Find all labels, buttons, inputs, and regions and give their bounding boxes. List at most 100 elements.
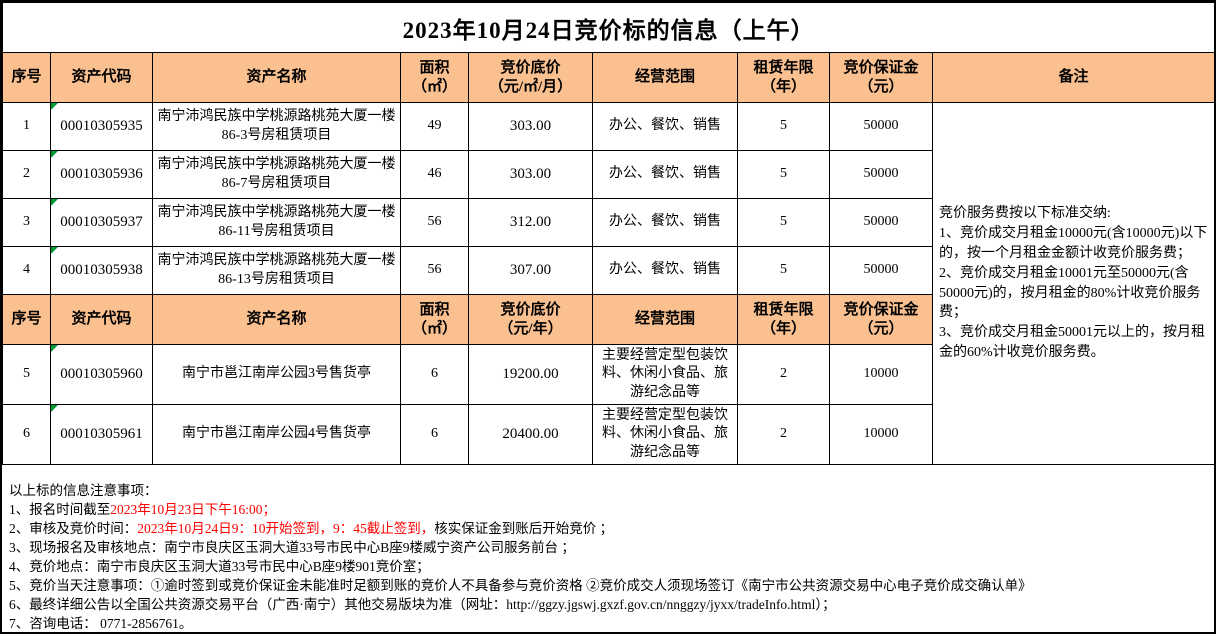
floor-price-cell: 20400.00 [468, 404, 593, 465]
deposit-cell: 50000 [829, 150, 933, 199]
row-number-cell: 5 [2, 344, 51, 405]
asset-name-cell: 南宁沛鸿民族中学桃源路桃苑大厦一楼86-7号房租赁项目 [152, 150, 401, 199]
cell-text: 5 [23, 366, 30, 382]
cell-text: 10000 [863, 426, 899, 442]
table-row: 2 00010305936 南宁沛鸿民族中学桃源路桃苑大厦一楼86-7号房租赁项目 4… [2, 150, 1215, 199]
floor-price-cell: 303.00 [468, 102, 593, 151]
cell-text: 312.00 [509, 213, 552, 230]
cell-text: 00010305936 [60, 165, 143, 182]
t1-col-header-1: 序号 [2, 52, 51, 103]
notes-section: 以上标的信息注意事项： 1、报名时间截至2023年10月23日下午16:00； 2… [2, 465, 1214, 632]
cell-text: 2 [780, 366, 787, 382]
deposit-cell: 10000 [829, 344, 933, 405]
table-row: 1 00010305935 南宁沛鸿民族中学桃源路桃苑大厦一楼86-3号房租赁项目 4… [2, 102, 1214, 465]
t2-col-header-8: 竞价保证金 （元） [829, 294, 933, 345]
cell-text: 主要经营定型包装饮料、休闲小食品、旅游纪念品等 [602, 348, 728, 400]
deposit-cell: 50000 [829, 198, 933, 247]
cell-text: 56 [427, 214, 442, 230]
asset-name-cell: 南宁沛鸿民族中学桃源路桃苑大厦一楼86-13号房租赁项目 [152, 246, 401, 295]
note-text: 1、报名时间截至 [9, 502, 111, 517]
business-scope-cell: 办公、餐饮、销售 [592, 246, 738, 295]
t1-col-header-8: 竞价保证金 （元） [829, 52, 933, 103]
deposit-cell: 50000 [829, 102, 933, 151]
lease-term-cell: 5 [737, 246, 830, 295]
t1-col-header-3: 资产名称 [152, 52, 401, 103]
cell-text: 20400.00 [502, 425, 559, 442]
t2-col-header-7: 租赁年限 （年） [737, 294, 830, 345]
cell-text: 303.00 [509, 165, 552, 182]
note-text: 7、咨询电话： 0771-2856761。 [9, 616, 193, 631]
note-text: 2、审核及竞价时间： [9, 521, 138, 536]
cell-text: 6 [431, 366, 438, 382]
remark-cell: 竞价服务费按以下标准交纳: 1、竞价成交月租金10000元(含10000元)以下… [931, 102, 1214, 465]
note-line-7: 7、咨询电话： 0771-2856761。 [9, 614, 1206, 632]
cell-text: 5 [780, 166, 787, 182]
t1-col-header-5: 竞价底价 （元/㎡/月） [468, 52, 593, 103]
note-text: 3、现场报名及审核地点：南宁市良庆区玉洞大道33号市民中心B座9楼威宁资产公司服… [9, 540, 575, 555]
cell-text: 307.00 [509, 261, 552, 278]
floor-price-cell: 19200.00 [468, 344, 593, 405]
t2-col-header-6: 经营范围 [592, 294, 738, 345]
cell-text: 6 [431, 426, 438, 442]
row-number-cell: 1 [2, 102, 51, 151]
business-scope-cell: 办公、餐饮、销售 [592, 102, 738, 151]
cell-text: 303.00 [509, 117, 552, 134]
cell-text: 南宁沛鸿民族中学桃源路桃苑大厦一楼86-13号房租赁项目 [157, 253, 396, 287]
t1-col-header-9: 备注 [931, 52, 1214, 103]
area-cell: 6 [400, 404, 469, 465]
t2-col-header-3: 资产名称 [152, 294, 401, 345]
note-text: 6、最终详细公告以全国公共资源交易平台（广西·南宁）其他交易版块为准（网址：ht… [9, 597, 836, 612]
cell-text: 5 [780, 118, 787, 134]
title-row: 2023年10月24日竞价标的信息（上午） [2, 2, 1214, 53]
t1-col-header-2: 资产代码 [50, 52, 153, 103]
table2-header-row: 序号 资产代码 资产名称 面积 （㎡） 竞价底价 （元/年） 经营范围 租赁年限 （年） 竞价… [2, 294, 1215, 345]
cell-error-flag-icon [51, 199, 58, 206]
business-scope-cell: 办公、餐饮、销售 [592, 150, 738, 199]
note-line-1: 1、报名时间截至2023年10月23日下午16:00； [9, 500, 1206, 519]
cell-error-flag-icon [51, 151, 58, 158]
table1-header-row: 序号 资产代码 资产名称 面积 （㎡） 竞价底价 （元/㎡/月） 经营范围 租赁年限 （年）… [2, 52, 1214, 103]
asset-name-cell: 南宁市邕江南岸公园4号售货亭 [152, 404, 401, 465]
asset-code-cell: 00010305936 [50, 150, 153, 199]
note-line-4: 4、竞价地点：南宁市良庆区玉洞大道33号市民中心B座9楼901竞价室； [9, 557, 1206, 576]
asset-code-cell: 00010305938 [50, 246, 153, 295]
cell-text: 00010305960 [60, 365, 143, 382]
asset-code-cell: 00010305961 [50, 404, 153, 465]
business-scope-cell: 主要经营定型包装饮料、休闲小食品、旅游纪念品等 [592, 404, 738, 465]
cell-text: 50000 [863, 166, 899, 182]
t2-col-header-5: 竞价底价 （元/年） [468, 294, 593, 345]
row-number-cell: 6 [2, 404, 51, 465]
note-highlight-text: 2023年10月23日下午16:00； [110, 502, 277, 517]
cell-text: 19200.00 [502, 365, 559, 382]
area-cell: 46 [400, 150, 469, 199]
cell-text: 2 [780, 426, 787, 442]
lease-term-cell: 5 [737, 198, 830, 247]
area-cell: 49 [400, 102, 469, 151]
lease-term-cell: 2 [737, 344, 830, 405]
lease-term-cell: 5 [737, 102, 830, 151]
cell-error-flag-icon [51, 345, 58, 352]
cell-text: 南宁沛鸿民族中学桃源路桃苑大厦一楼86-3号房租赁项目 [157, 109, 396, 143]
t2-col-header-4: 面积 （㎡） [400, 294, 469, 345]
cell-text: 00010305961 [60, 425, 143, 442]
cell-text: 00010305935 [60, 117, 143, 134]
bid-table: 2023年10月24日竞价标的信息（上午） 序号 资产代码 资产名称 面积 （㎡） 竞价… [2, 2, 1215, 465]
cell-text: 1 [23, 118, 30, 134]
asset-name-cell: 南宁市邕江南岸公园3号售货亭 [152, 344, 401, 405]
t1-col-header-6: 经营范围 [592, 52, 738, 103]
cell-text: 南宁市邕江南岸公园4号售货亭 [182, 426, 371, 442]
cell-text: 南宁沛鸿民族中学桃源路桃苑大厦一楼86-7号房租赁项目 [157, 157, 396, 191]
notes-heading: 以上标的信息注意事项： [9, 483, 158, 498]
cell-text: 50000 [863, 262, 899, 278]
t2-col-header-2: 资产代码 [50, 294, 153, 345]
table-row: 4 00010305938 南宁沛鸿民族中学桃源路桃苑大厦一楼86-13号房租赁项目… [2, 246, 1215, 295]
cell-text: 2 [23, 166, 30, 182]
cell-text: 50000 [863, 214, 899, 230]
t1-col-header-4: 面积 （㎡） [400, 52, 469, 103]
cell-text: 办公、餐饮、销售 [609, 214, 721, 230]
row-number-cell: 3 [2, 198, 51, 247]
cell-text: 10000 [863, 366, 899, 382]
note-line-5: 5、竞价当天注意事项：①逾时签到或竞价保证金未能准时足额到账的竞价人不具备参与竞… [9, 576, 1206, 595]
asset-code-cell: 00010305935 [50, 102, 153, 151]
